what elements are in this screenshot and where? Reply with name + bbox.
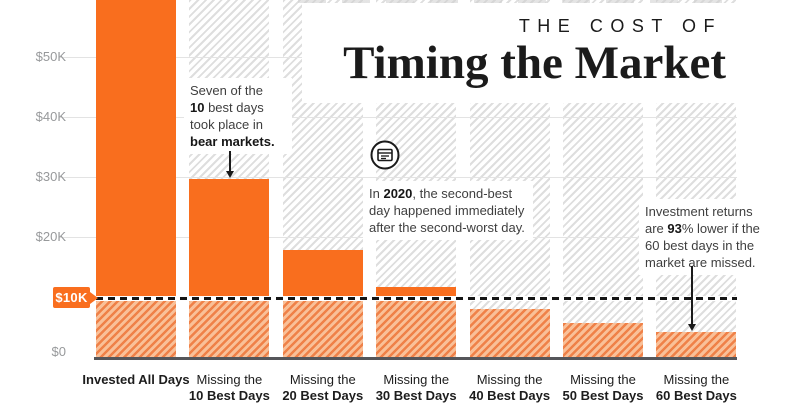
bar-below-10k-hatch bbox=[96, 298, 176, 357]
bar-below-10k-hatch bbox=[376, 298, 457, 357]
y-tick-40k: $40K bbox=[35, 109, 66, 124]
x-axis-label: Missing the 10 Best Days bbox=[188, 372, 270, 403]
y-tick-50k: $50K bbox=[35, 49, 66, 64]
bar-column bbox=[656, 0, 737, 357]
annotation-line: Seven of the bbox=[190, 83, 263, 98]
annotation-line: market are missed. bbox=[645, 255, 756, 270]
gridline-40k bbox=[60, 117, 737, 118]
x-axis-label: Missing the 50 Best Days bbox=[562, 372, 644, 403]
bar-column bbox=[469, 0, 550, 357]
bar-column bbox=[189, 0, 270, 357]
x-axis-label: Invested All Days bbox=[82, 372, 190, 387]
annotation-bear-markets: Seven of the 10 best days took place in … bbox=[184, 78, 292, 154]
bar bbox=[563, 322, 643, 357]
bar-below-10k-hatch bbox=[469, 309, 550, 357]
bar-below-10k-hatch bbox=[282, 298, 363, 357]
x-axis-label: Missing the 40 Best Days bbox=[469, 372, 551, 403]
annotation-2020: In 2020, the second-best day happened im… bbox=[363, 181, 533, 240]
x-axis-label: Missing the 30 Best Days bbox=[375, 372, 457, 403]
annotation-returns: Investment returns are 93% lower if the … bbox=[639, 199, 775, 275]
annotation-line: Investment returns bbox=[645, 204, 753, 219]
arrow-to-10-best-bar bbox=[229, 151, 231, 172]
bar bbox=[96, 0, 176, 357]
bar bbox=[469, 309, 550, 357]
arrowhead-icon bbox=[688, 324, 696, 331]
annotation-line: 10 best days bbox=[190, 100, 264, 115]
bar-column bbox=[563, 0, 643, 357]
bar-below-10k-hatch bbox=[656, 331, 737, 357]
title-kicker: THE COST OF bbox=[518, 16, 722, 36]
x-axis-label: Missing the 60 Best Days bbox=[655, 372, 737, 403]
y-tick-0: $0 bbox=[51, 344, 66, 359]
annotation-line: took place in bbox=[190, 117, 263, 132]
x-axis-line bbox=[94, 357, 737, 360]
bar-below-10k-hatch bbox=[189, 298, 270, 357]
arrow-to-60-best-bar bbox=[691, 266, 693, 325]
annotation-line: are 93% lower if the bbox=[645, 221, 760, 236]
bar-column bbox=[96, 0, 176, 357]
bar bbox=[656, 331, 737, 357]
calendar-icon bbox=[369, 139, 401, 171]
bar-column bbox=[282, 0, 363, 357]
bar-below-10k-hatch bbox=[563, 322, 643, 357]
x-axis-label: Missing the 20 Best Days bbox=[282, 372, 364, 403]
page-title: Timing the Market bbox=[343, 37, 726, 89]
annotation-line: 60 best days in the bbox=[645, 238, 755, 253]
bar bbox=[189, 178, 270, 357]
y-tick-30k: $30K bbox=[35, 169, 66, 184]
arrowhead-icon bbox=[226, 171, 234, 178]
annotation-line: bear markets. bbox=[190, 134, 275, 149]
bar bbox=[282, 250, 363, 357]
cropped-header-remnant bbox=[298, 0, 732, 3]
title-block: THE COST OF Timing the Market bbox=[302, 3, 800, 103]
gridline-30k bbox=[60, 177, 737, 178]
y-tick-20k: $20K bbox=[35, 229, 66, 244]
y-tick-10k-badge: $10K bbox=[53, 287, 98, 308]
reference-line-10k bbox=[96, 296, 737, 301]
